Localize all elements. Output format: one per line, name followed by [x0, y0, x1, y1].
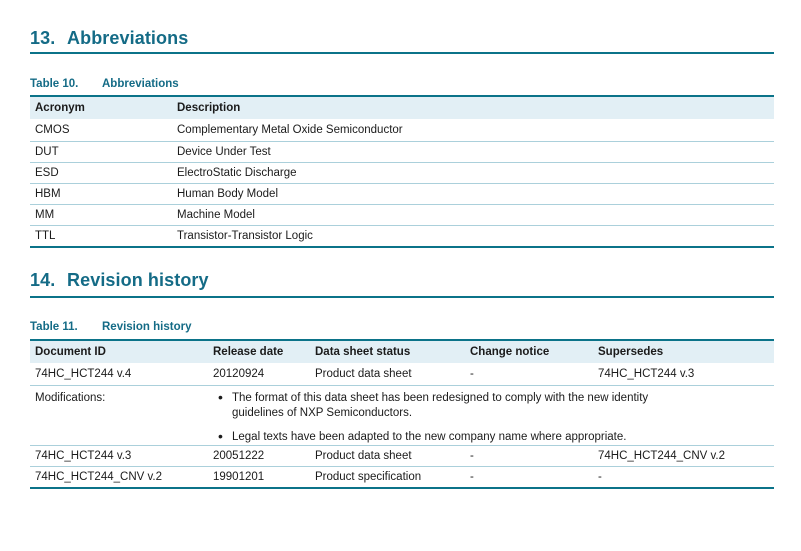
column-header-change-notice: Change notice: [470, 346, 550, 358]
acronym-cell: HBM: [35, 188, 61, 200]
table-row: HBM Human Body Model: [30, 183, 774, 204]
column-header-document-id: Document ID: [35, 346, 106, 358]
change-notice-cell: -: [470, 450, 474, 462]
supersedes-cell: 74HC_HCT244_CNV v.2: [598, 450, 725, 462]
modifications-row: Modifications: The format of this data s…: [30, 385, 774, 445]
section-14-title: Revision history: [67, 270, 209, 290]
column-header-release-date: Release date: [213, 346, 284, 358]
acronym-cell: TTL: [35, 230, 56, 242]
table-header-row: Acronym Description: [30, 97, 774, 119]
document-id-cell: 74HC_HCT244 v.4: [35, 368, 132, 380]
table-row: TTL Transistor-Transistor Logic: [30, 225, 774, 246]
description-cell: Complementary Metal Oxide Semiconductor: [177, 124, 403, 136]
revision-history-table: Document ID Release date Data sheet stat…: [30, 339, 774, 489]
table-11-caption-title: Revision history: [102, 321, 192, 333]
table-row: 74HC_HCT244_CNV v.2 19901201 Product spe…: [30, 466, 774, 487]
document-id-cell: 74HC_HCT244_CNV v.2: [35, 471, 162, 483]
section-13-number: 13.: [30, 28, 56, 48]
supersedes-cell: -: [598, 471, 602, 483]
section-14-rule: [30, 296, 774, 298]
description-cell: Transistor-Transistor Logic: [177, 230, 313, 242]
table-row: DUT Device Under Test: [30, 141, 774, 162]
section-13-rule: [30, 52, 774, 54]
section-13-heading: 13. Abbreviations: [30, 28, 188, 49]
table-11-caption: Table 11. Revision history: [30, 321, 191, 333]
section-13-title: Abbreviations: [67, 28, 189, 48]
status-cell: Product specification: [315, 471, 422, 483]
acronym-cell: ESD: [35, 167, 59, 179]
modification-item: The format of this data sheet has been r…: [218, 390, 688, 421]
column-header-description: Description: [177, 102, 241, 114]
section-14-heading: 14. Revision history: [30, 270, 209, 291]
table-row: MM Machine Model: [30, 204, 774, 225]
table-row: CMOS Complementary Metal Oxide Semicondu…: [30, 119, 774, 141]
description-cell: ElectroStatic Discharge: [177, 167, 297, 179]
table-10-caption-label: Table 10.: [30, 78, 79, 90]
table-11-caption-label: Table 11.: [30, 321, 78, 333]
modifications-list: The format of this data sheet has been r…: [208, 390, 774, 445]
table-row: ESD ElectroStatic Discharge: [30, 162, 774, 183]
release-date-cell: 19901201: [213, 471, 265, 483]
acronym-cell: CMOS: [35, 124, 70, 136]
column-header-supersedes: Supersedes: [598, 346, 664, 358]
table-header-row: Document ID Release date Data sheet stat…: [30, 341, 774, 363]
section-14-number: 14.: [30, 270, 56, 290]
release-date-cell: 20120924: [213, 368, 265, 380]
description-cell: Human Body Model: [177, 188, 278, 200]
change-notice-cell: -: [470, 368, 474, 380]
abbreviations-table: Acronym Description CMOS Complementary M…: [30, 95, 774, 248]
table-10-caption: Table 10. Abbreviations: [30, 78, 179, 90]
column-header-acronym: Acronym: [35, 102, 85, 114]
table-row: 74HC_HCT244 v.3 20051222 Product data sh…: [30, 445, 774, 466]
supersedes-cell: 74HC_HCT244 v.3: [598, 368, 695, 380]
document-id-cell: 74HC_HCT244 v.3: [35, 450, 132, 462]
status-cell: Product data sheet: [315, 368, 412, 380]
table-row: 74HC_HCT244 v.4 20120924 Product data sh…: [30, 363, 774, 385]
description-cell: Device Under Test: [177, 146, 271, 158]
modifications-label: Modifications:: [35, 392, 106, 404]
modification-item: Legal texts have been adapted to the new…: [218, 429, 688, 445]
column-header-status: Data sheet status: [315, 346, 411, 358]
table-10-caption-title: Abbreviations: [102, 78, 179, 90]
release-date-cell: 20051222: [213, 450, 265, 462]
acronym-cell: DUT: [35, 146, 59, 158]
status-cell: Product data sheet: [315, 450, 412, 462]
acronym-cell: MM: [35, 209, 55, 221]
change-notice-cell: -: [470, 471, 474, 483]
description-cell: Machine Model: [177, 209, 255, 221]
